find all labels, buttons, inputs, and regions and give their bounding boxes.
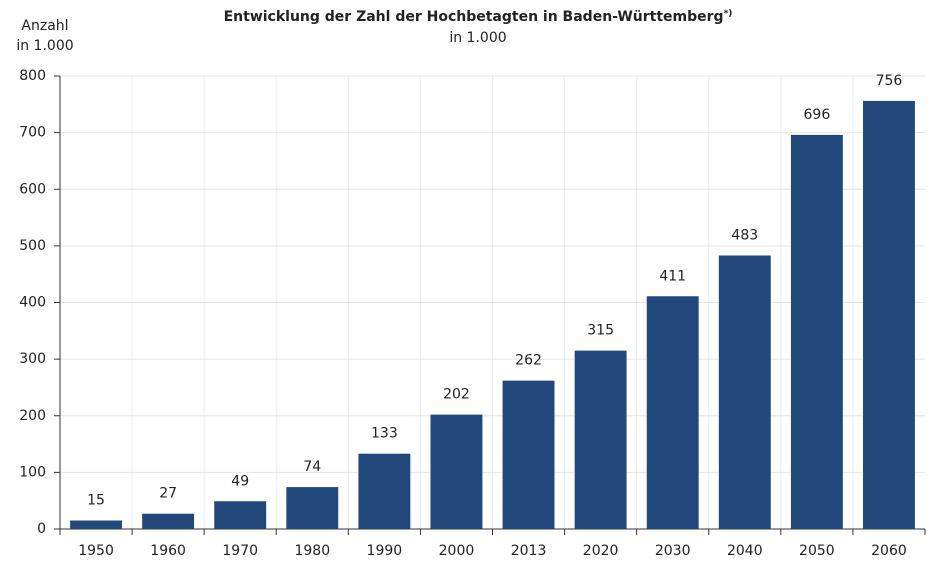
bar (574, 350, 627, 529)
chart-subtitle: in 1.000 (449, 30, 506, 46)
value-label: 411 (659, 268, 686, 284)
title-note: *) (724, 9, 733, 19)
value-label: 756 (876, 73, 903, 89)
bar (142, 513, 195, 529)
x-tick-label: 1990 (367, 543, 403, 559)
bar (214, 501, 267, 529)
value-label: 74 (303, 459, 321, 475)
bar (358, 453, 411, 529)
value-label: 696 (804, 107, 831, 123)
x-tick-label: 2050 (799, 543, 835, 559)
value-label: 483 (731, 228, 758, 244)
x-tick-label: 2030 (655, 543, 691, 559)
bar (286, 487, 339, 529)
x-tick-label: 1960 (150, 543, 186, 559)
y-tick-label: 500 (19, 238, 46, 254)
bar (718, 255, 771, 529)
bar (863, 100, 915, 529)
value-label: 49 (231, 473, 249, 489)
value-label: 315 (587, 323, 614, 339)
value-label: 202 (443, 387, 470, 403)
chart-title: Entwicklung der Zahl der Hochbetagten in… (224, 9, 733, 26)
y-tick-label: 200 (19, 408, 46, 424)
y-tick-label: 300 (19, 351, 46, 367)
y-tick-label: 700 (19, 125, 46, 141)
y-tick-label: 600 (19, 181, 46, 197)
value-label: 133 (371, 426, 398, 442)
bar (502, 380, 555, 529)
x-tick-label: 2040 (727, 543, 763, 559)
bar (430, 414, 483, 529)
x-tick-label: 2013 (511, 543, 547, 559)
y-tick-label: 100 (19, 464, 46, 480)
x-tick-label: 2020 (583, 543, 619, 559)
bar (70, 520, 122, 529)
bar (646, 296, 699, 529)
y-axis-label: Anzahl (21, 18, 68, 34)
bar (790, 134, 843, 529)
x-tick-label: 1970 (222, 543, 258, 559)
x-tick-label: 2000 (439, 543, 475, 559)
title-text: Entwicklung der Zahl der Hochbetagten in… (224, 9, 724, 25)
x-tick-label: 1950 (78, 543, 114, 559)
x-tick-label: 2060 (871, 543, 907, 559)
y-tick-label: 0 (37, 521, 46, 537)
value-label: 27 (159, 486, 177, 502)
x-tick-label: 1980 (294, 543, 330, 559)
value-label: 262 (515, 353, 542, 369)
value-label: 15 (87, 493, 105, 509)
y-tick-label: 400 (19, 295, 46, 311)
y-tick-label: 800 (19, 68, 46, 84)
y-axis-label: in 1.000 (16, 38, 73, 54)
